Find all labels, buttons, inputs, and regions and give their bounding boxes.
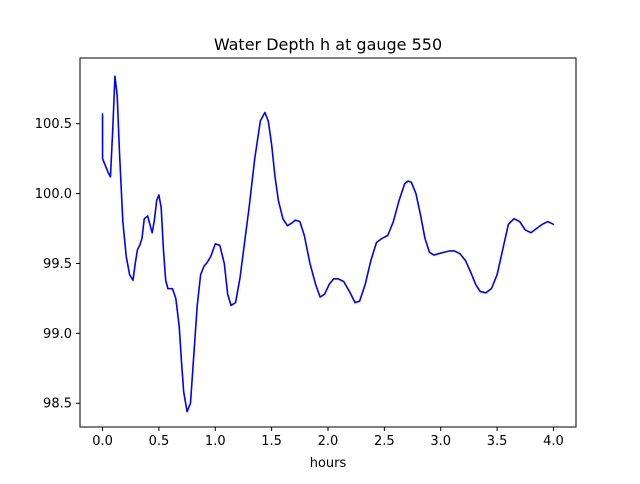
- y-tick-label: 99.5: [43, 257, 72, 272]
- x-tick-label: 3.0: [430, 434, 451, 449]
- x-tick-label: 2.5: [374, 434, 395, 449]
- plot-area: [101, 75, 555, 413]
- series-line-0: [101, 75, 555, 413]
- y-tick-label: 99.0: [43, 327, 72, 342]
- y-tick-label: 98.5: [43, 397, 72, 412]
- x-tick-label: 0.5: [149, 434, 170, 449]
- x-tick-label: 2.0: [318, 434, 339, 449]
- y-tick-label: 100.0: [35, 187, 72, 202]
- x-tick-label: 0.0: [92, 434, 113, 449]
- x-tick-label: 3.5: [487, 434, 508, 449]
- x-axis-label: hours: [310, 456, 347, 471]
- chart-title: Water Depth h at gauge 550: [214, 35, 442, 54]
- y-tick-label: 100.5: [35, 117, 72, 132]
- x-tick-label: 4.0: [543, 434, 564, 449]
- y-axis: 98.5 99.0 99.5 100.0 100.5: [35, 117, 80, 412]
- x-tick-label: 1.5: [261, 434, 282, 449]
- x-tick-label: 1.0: [205, 434, 226, 449]
- x-axis: 0.0 0.5 1.0 1.5 2.0 2.5 3.0 3.5 4.0: [92, 427, 564, 449]
